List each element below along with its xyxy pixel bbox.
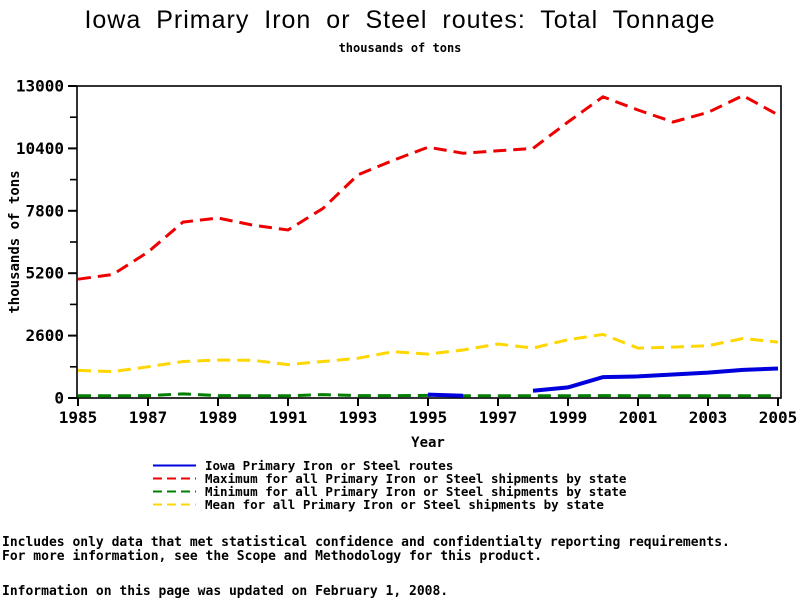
y-tick-label: 13000 <box>16 77 64 96</box>
legend-label: Mean for all Primary Iron or Steel shipm… <box>205 497 604 512</box>
series-line-mean-for-all-primary-iron-or-steel-shipm <box>77 332 779 374</box>
y-tick-label: 2600 <box>25 326 64 345</box>
x-tick-label: 1993 <box>339 408 378 427</box>
plot-area: 0 2600 5200 7800 10400 13000 1985 1987 1989 1991 1… <box>7 77 798 452</box>
x-tick-label: 1999 <box>549 408 588 427</box>
x-tick-label: 2001 <box>619 408 658 427</box>
legend-label: Iowa Primary Iron or Steel routes <box>205 458 454 473</box>
legend-swatch-mean-for-all-primary-iron-or-steel-shipm <box>153 503 196 506</box>
footnote-line-3: Information on this page was updated on … <box>2 584 449 599</box>
x-tick-label: 2003 <box>689 408 728 427</box>
footnote-line-1: Includes only data that met statistical … <box>2 535 730 550</box>
x-tick-label: 1995 <box>409 408 448 427</box>
x-tick-label: 1991 <box>269 408 308 427</box>
legend-item-mean-for-all-primary-iron-or-steel-shipm: Mean for all Primary Iron or Steel shipm… <box>152 498 626 511</box>
y-axis-title: thousands of tons <box>7 170 23 313</box>
legend-swatch-maximum-for-all-primary-iron-or-steel-sh <box>153 477 196 480</box>
x-tick-label: 1987 <box>129 408 168 427</box>
chart-title: Iowa Primary Iron or Steel routes: Total… <box>84 6 716 34</box>
legend: Iowa Primary Iron or Steel routes Maximum… <box>152 459 626 511</box>
legend-swatch-minimum-for-all-primary-iron-or-steel-sh <box>153 490 196 493</box>
x-axis-title: Year <box>411 435 445 451</box>
axis-frame <box>76 85 782 399</box>
legend-label: Minimum for all Primary Iron or Steel sh… <box>205 484 627 499</box>
x-tick-label: 2005 <box>759 408 798 427</box>
y-tick-label: 0 <box>54 389 64 408</box>
y-tick-label: 5200 <box>25 264 64 283</box>
legend-label: Maximum for all Primary Iron or Steel sh… <box>205 471 627 486</box>
y-tick-label: 10400 <box>16 139 64 158</box>
chart-subtitle: thousands of tons <box>338 41 462 55</box>
legend-item-minimum-for-all-primary-iron-or-steel-sh: Minimum for all Primary Iron or Steel sh… <box>152 485 626 498</box>
x-tick-label: 1985 <box>59 408 98 427</box>
series-line-iowa-primary-iron-or-steel-routes <box>427 366 779 398</box>
legend-item-maximum-for-all-primary-iron-or-steel-sh: Maximum for all Primary Iron or Steel sh… <box>152 472 626 485</box>
x-tick-label: 1997 <box>479 408 518 427</box>
y-tick-label: 7800 <box>25 201 64 220</box>
legend-item-iowa-primary-iron-or-steel-routes: Iowa Primary Iron or Steel routes <box>152 459 626 472</box>
footnote-line-2: For more information, see the Scope and … <box>2 549 543 564</box>
x-tick-label: 1989 <box>199 408 238 427</box>
legend-swatch-iowa-primary-iron-or-steel-routes <box>153 464 196 467</box>
series-line-maximum-for-all-primary-iron-or-steel-sh <box>77 93 779 281</box>
